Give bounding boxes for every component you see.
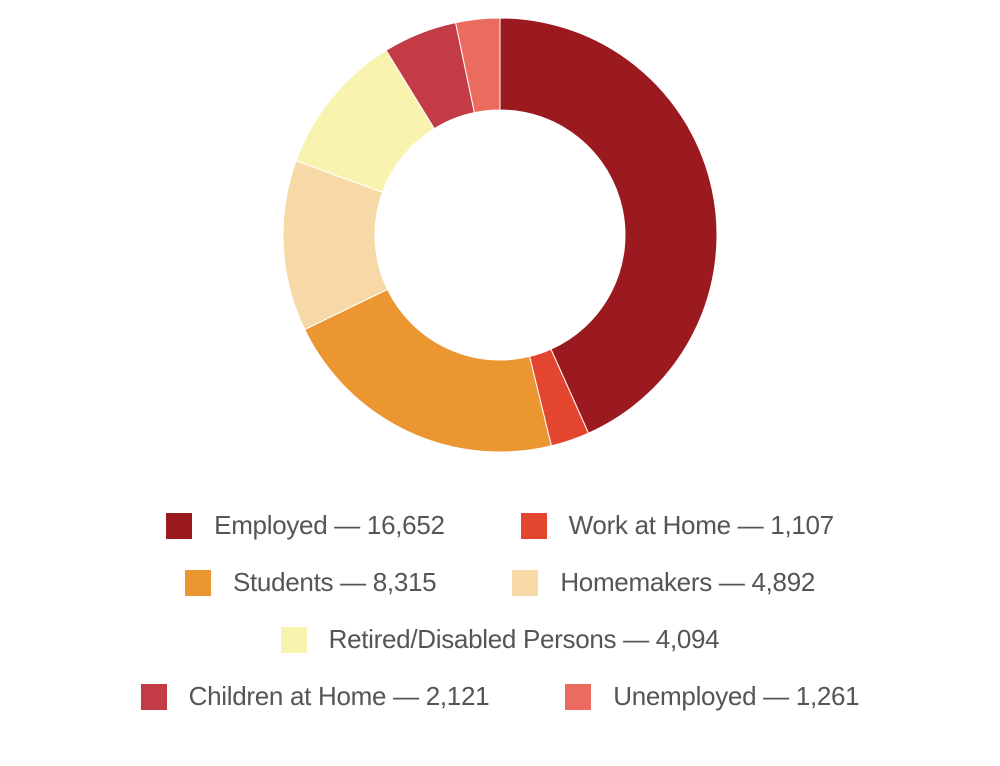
legend-label: Work at Home — 1,107 <box>568 510 834 540</box>
legend-item-children-at-home[interactable]: Children at Home — 2,121 <box>140 681 490 712</box>
legend-swatch <box>565 683 592 710</box>
legend-label: Employed — 16,652 <box>214 510 445 540</box>
legend-label: Retired/Disabled Persons — 4,094 <box>328 624 720 654</box>
legend-item-students[interactable]: Students — 8,315 <box>184 567 437 598</box>
donut-slice-employed[interactable] <box>499 17 718 434</box>
legend-swatch <box>140 683 167 710</box>
legend-row: Children at Home — 2,121 Unemployed — 1,… <box>0 668 1000 725</box>
legend-item-work-at-home[interactable]: Work at Home — 1,107 <box>520 510 834 541</box>
donut-chart <box>282 17 718 453</box>
legend-item-unemployed[interactable]: Unemployed — 1,261 <box>565 681 860 712</box>
legend-label: Homemakers — 4,892 <box>560 567 816 597</box>
donut-slice-unemployed[interactable] <box>454 17 501 114</box>
legend-row: Retired/Disabled Persons — 4,094 <box>0 611 1000 668</box>
legend-item-retired-disabled[interactable]: Retired/Disabled Persons — 4,094 <box>280 624 720 655</box>
legend-swatch <box>520 512 547 539</box>
legend-item-homemakers[interactable]: Homemakers — 4,892 <box>512 567 815 598</box>
legend-row: Students — 8,315 Homemakers — 4,892 <box>0 554 1000 611</box>
donut-slice-students[interactable] <box>304 288 552 453</box>
legend-swatch <box>166 512 193 539</box>
legend: Employed — 16,652 Work at Home — 1,107 S… <box>0 497 1000 725</box>
legend-swatch <box>184 569 211 596</box>
legend-label: Unemployed — 1,261 <box>613 681 860 711</box>
legend-swatch <box>512 569 539 596</box>
legend-row: Employed — 16,652 Work at Home — 1,107 <box>0 497 1000 554</box>
legend-label: Students — 8,315 <box>232 567 437 597</box>
legend-swatch <box>280 626 307 653</box>
legend-label: Children at Home — 2,121 <box>188 681 490 711</box>
legend-item-employed[interactable]: Employed — 16,652 <box>166 510 445 541</box>
